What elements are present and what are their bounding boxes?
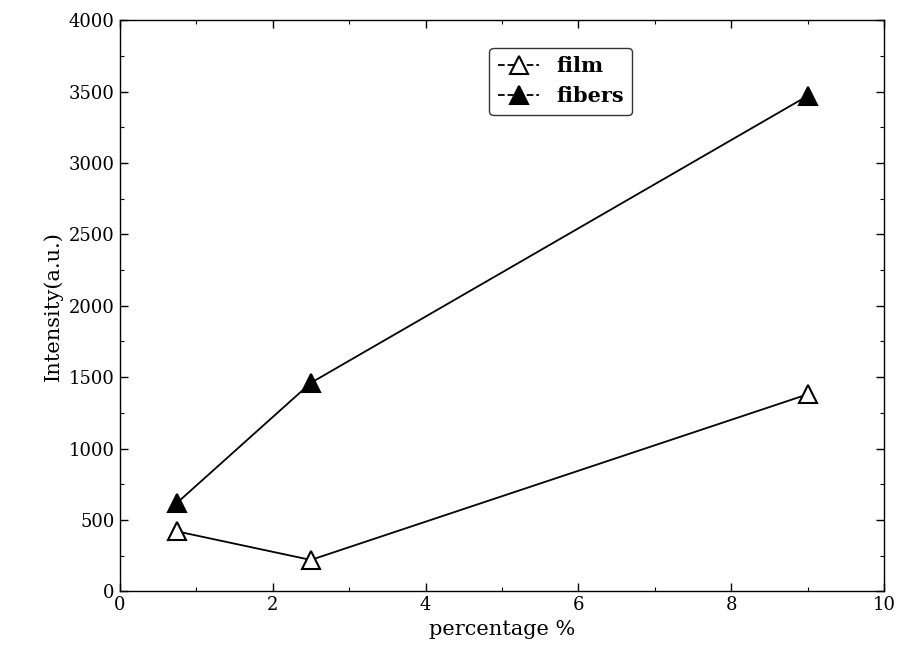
fibers: [802, 92, 813, 100]
film: [802, 390, 813, 398]
film: [305, 556, 317, 564]
film: [171, 528, 182, 536]
fibers: [305, 379, 317, 387]
Y-axis label: Intensity(a.u.): Intensity(a.u.): [43, 230, 64, 381]
Line: fibers: fibers: [168, 87, 817, 512]
X-axis label: percentage %: percentage %: [429, 620, 575, 639]
Legend: film, fibers: film, fibers: [489, 48, 632, 115]
fibers: [171, 499, 182, 507]
Line: film: film: [168, 385, 817, 569]
